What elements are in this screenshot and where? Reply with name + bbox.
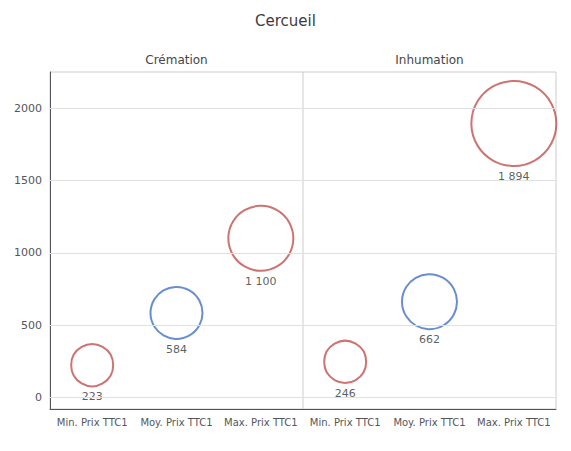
- svg-text:1 100: 1 100: [245, 275, 277, 288]
- svg-text:Inhumation: Inhumation: [395, 53, 463, 67]
- svg-text:Max. Prix TTC1: Max. Prix TTC1: [224, 417, 298, 428]
- svg-text:584: 584: [166, 343, 187, 356]
- svg-text:Moy. Prix TTC1: Moy. Prix TTC1: [140, 417, 212, 428]
- svg-text:Min. Prix TTC1: Min. Prix TTC1: [57, 417, 128, 428]
- svg-text:2000: 2000: [14, 102, 42, 115]
- svg-text:Crémation: Crémation: [145, 53, 207, 67]
- svg-text:1 894: 1 894: [498, 170, 530, 183]
- svg-text:Max. Prix TTC1: Max. Prix TTC1: [477, 417, 551, 428]
- svg-text:1000: 1000: [14, 246, 42, 259]
- svg-text:1500: 1500: [14, 174, 42, 187]
- svg-text:223: 223: [82, 390, 103, 403]
- svg-text:0: 0: [35, 391, 42, 404]
- svg-text:246: 246: [334, 386, 356, 400]
- svg-text:Min. Prix TTC1: Min. Prix TTC1: [310, 417, 381, 428]
- svg-text:Moy. Prix TTC1: Moy. Prix TTC1: [393, 417, 465, 428]
- svg-text:662: 662: [419, 333, 440, 346]
- svg-text:500: 500: [21, 319, 42, 332]
- svg-text:Cercueil: Cercueil: [255, 12, 316, 30]
